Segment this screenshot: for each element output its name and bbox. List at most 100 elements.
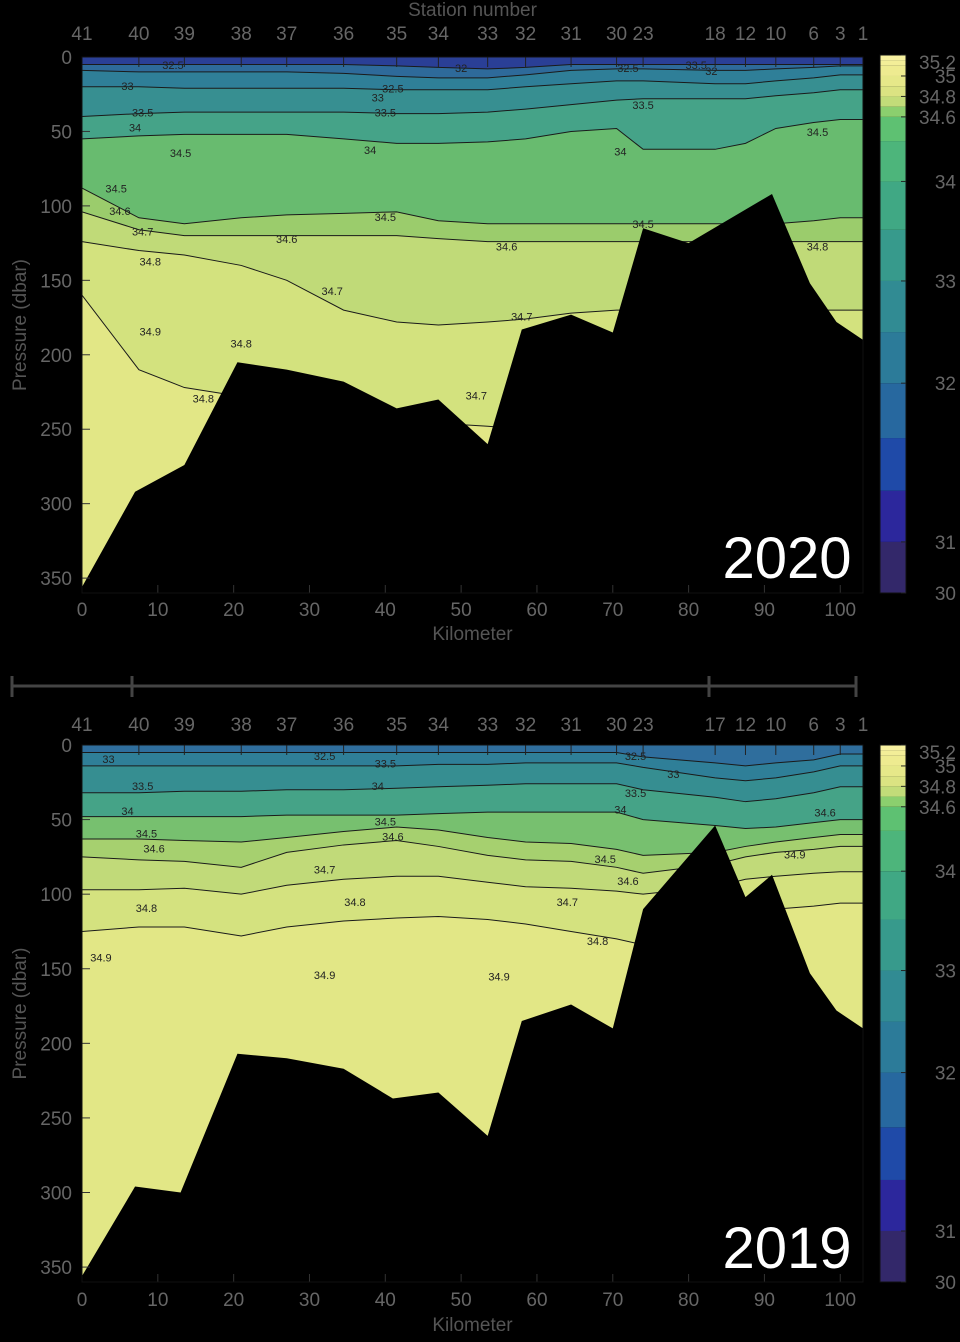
contour-label: 34.5 — [594, 854, 615, 866]
contour-line — [82, 826, 863, 856]
contour-label: 34 — [121, 806, 133, 818]
station-label: 10 — [765, 715, 786, 736]
station-label: 40 — [128, 24, 149, 45]
colorbar-tick-label: 34.6 — [919, 108, 956, 129]
station-label: 35 — [386, 715, 407, 736]
colorbar-segment — [880, 1179, 906, 1231]
station-label: 30 — [606, 715, 627, 736]
contour-label: 34.6 — [109, 206, 130, 218]
station-label: 34 — [428, 715, 450, 736]
x-tick-label: 30 — [299, 600, 320, 621]
colorbar-segment — [880, 229, 906, 281]
colorbar-segment — [880, 755, 906, 766]
contour-label: 32.5 — [162, 60, 183, 72]
contour-line — [82, 119, 863, 150]
contour-label: 34.5 — [105, 183, 126, 195]
y-tick-label: 250 — [40, 420, 72, 441]
x-tick-label: 60 — [526, 1290, 547, 1311]
x-tick-label: 50 — [451, 600, 472, 621]
colorbar-tick-label: 31 — [935, 1222, 956, 1243]
station-label: 12 — [735, 24, 756, 45]
colorbar-tick-label: 34.8 — [919, 777, 956, 798]
station-label: 41 — [71, 24, 92, 45]
contour-label: 34.5 — [170, 148, 191, 160]
x-axis-title: Kilometer — [432, 1315, 513, 1336]
x-tick-label: 60 — [526, 600, 547, 621]
contour-label: 34 — [614, 146, 626, 158]
contour-label: 34.5 — [632, 219, 653, 231]
contour-label: 34.8 — [807, 242, 828, 254]
x-tick-label: 10 — [147, 600, 168, 621]
contour-label: 34 — [614, 805, 626, 817]
colorbar-segment — [880, 786, 906, 797]
y-tick-label: 100 — [40, 885, 72, 906]
contour-line — [82, 65, 863, 79]
x-axis-title: Kilometer — [432, 624, 513, 645]
x-tick-label: 100 — [824, 600, 856, 621]
contour-label: 34.6 — [496, 242, 517, 254]
station-label: 39 — [174, 715, 195, 736]
colorbar-tick-label: 34 — [935, 862, 957, 883]
station-label: 38 — [231, 715, 252, 736]
contour-label: 32.5 — [314, 751, 335, 763]
contour-label: 34.7 — [322, 286, 343, 298]
station-label: 34 — [428, 24, 450, 45]
colorbar-segment — [880, 970, 906, 1022]
colorbar-segment — [880, 871, 906, 920]
x-tick-label: 50 — [451, 1290, 472, 1311]
colorbar-tick-label: 35 — [935, 757, 956, 778]
colorbar-segment — [880, 86, 906, 97]
colorbar-segment — [880, 280, 906, 333]
x-tick-label: 80 — [678, 600, 699, 621]
seafloor-bathymetry — [82, 193, 863, 593]
colorbar-tick-label: 32 — [935, 1064, 956, 1085]
contour-label: 32.5 — [617, 63, 638, 75]
y-tick-label: 250 — [40, 1109, 72, 1130]
colorbar-frame — [879, 744, 907, 1283]
contour-label: 34.7 — [314, 864, 335, 876]
contour-line — [82, 871, 863, 895]
colorbar-segment — [880, 1072, 906, 1128]
colorbar-segment — [880, 750, 906, 756]
station-label: 39 — [174, 24, 195, 45]
colorbar-segment — [880, 765, 906, 777]
colorbar-tick-label: 33 — [935, 962, 956, 983]
station-label: 12 — [735, 715, 756, 736]
contour-label: 32 — [705, 66, 717, 78]
contour-label: 34 — [372, 781, 384, 793]
seafloor-bathymetry — [82, 825, 863, 1282]
contour-label: 34.8 — [231, 338, 252, 350]
y-tick-label: 50 — [51, 811, 72, 832]
y-tick-label: 350 — [40, 1258, 72, 1279]
colorbar-tick-label: 35.2 — [919, 53, 956, 74]
y-tick-label: 300 — [40, 495, 72, 516]
colorbar-tick-label: 34.8 — [919, 87, 956, 108]
y-tick-label: 300 — [40, 1184, 72, 1205]
plot-frame — [81, 56, 864, 594]
contour-label: 34.9 — [140, 326, 161, 338]
contour-label: 34.9 — [90, 952, 111, 964]
colorbar-tick-label: 32 — [935, 374, 956, 395]
x-tick-label: 0 — [77, 1290, 88, 1311]
colorbar-tick-label: 30 — [935, 584, 956, 605]
contour-label: 33 — [372, 93, 384, 105]
colorbar-segment — [880, 96, 906, 107]
colorbar-segment — [880, 1127, 906, 1180]
colorbar-segment — [880, 383, 906, 439]
contour-line — [82, 762, 863, 782]
x-tick-label: 100 — [824, 1290, 856, 1311]
contour-line — [82, 839, 863, 874]
x-tick-label: 10 — [147, 1290, 168, 1311]
y-axis-title: Pressure (dbar) — [10, 259, 31, 391]
colorbar-segment — [880, 776, 906, 787]
contour-label: 33 — [121, 81, 133, 93]
contour-label: 34.5 — [136, 828, 157, 840]
y-tick-label: 0 — [61, 736, 72, 757]
station-label: 1 — [858, 715, 869, 736]
colorbar-segment — [880, 75, 906, 87]
y-tick-label: 100 — [40, 197, 72, 218]
y-axis-title: Pressure (dbar) — [10, 948, 31, 1080]
